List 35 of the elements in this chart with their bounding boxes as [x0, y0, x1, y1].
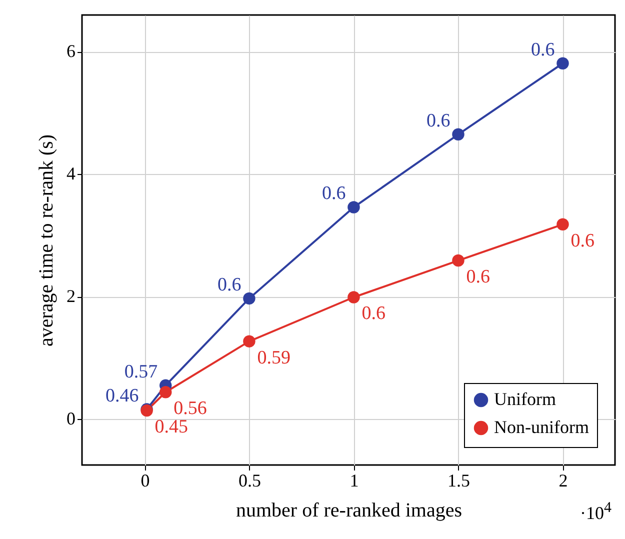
point: [452, 254, 464, 267]
legend-label: Non-uniform: [494, 417, 589, 437]
x-tick-label: 1.5: [447, 470, 470, 490]
point: [556, 57, 569, 70]
text: ·10$^{4}$: [580, 500, 612, 524]
annotation: 0.59: [257, 347, 290, 368]
x-tick-label: 0: [140, 470, 150, 490]
annotation: 0.6: [362, 303, 386, 324]
annotation: 0.6: [426, 110, 450, 132]
legend-label: Uniform: [494, 389, 556, 409]
x-tick-label: 2: [558, 470, 568, 490]
y-axis-title: average time to re-rank (s): [36, 134, 58, 347]
y-tick-label: 6: [66, 41, 76, 62]
annotation: 0.6: [570, 230, 594, 252]
y-tick-label: 2: [66, 286, 76, 306]
x-tick-label: 1: [350, 470, 359, 490]
x-axis-title: number of re-ranked images: [236, 500, 462, 522]
point: [452, 128, 464, 140]
annotation: 0.6: [322, 183, 346, 204]
annotation: 0.57: [124, 361, 158, 382]
annotation: 0.45: [154, 416, 188, 438]
point: [556, 218, 569, 230]
annotation: 0.6: [530, 39, 555, 60]
annotation: 0.6: [217, 274, 242, 296]
point: [348, 201, 360, 214]
y-tick-label: 4: [66, 164, 76, 184]
y-tick-label: 0: [66, 408, 76, 429]
point: [348, 291, 360, 304]
annotation: 0.6: [466, 266, 490, 288]
point: [243, 292, 256, 305]
annotation: 0.56: [174, 398, 207, 420]
x-tick-label: 0.5: [238, 470, 261, 490]
point: [159, 386, 172, 398]
point: [243, 335, 256, 348]
annotation: 0.46: [106, 385, 139, 406]
